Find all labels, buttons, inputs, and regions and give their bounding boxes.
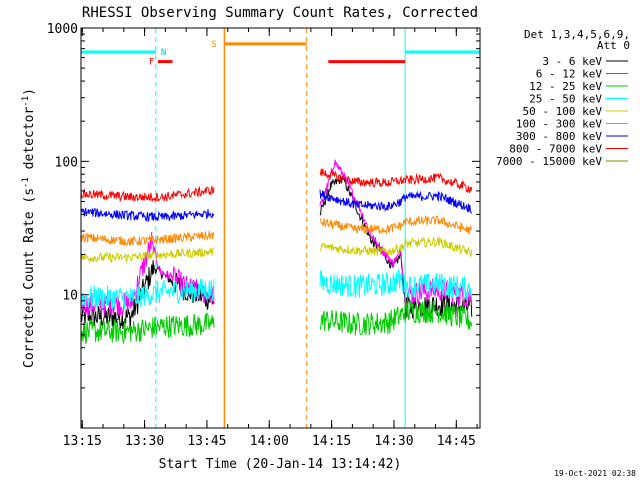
series-line-7-1 — [319, 168, 473, 194]
legend-header: Det 1,3,4,5,6,9, — [524, 28, 630, 41]
series-line-7-0 — [80, 185, 215, 203]
x-axis-label: Start Time (20-Jan-14 13:14:42) — [159, 457, 402, 472]
series-line-1-1 — [319, 159, 473, 308]
chart-title: RHESSI Observing Summary Count Rates, Co… — [82, 5, 478, 21]
legend-entry-label: 300 - 800 keV — [516, 130, 602, 143]
series-line-2-1 — [319, 299, 473, 336]
series-line-3-0 — [80, 278, 215, 310]
y-tick-label: 1000 — [47, 22, 78, 37]
y-axis-label-exp1: -1 — [21, 177, 31, 188]
flare-label: F — [149, 58, 154, 68]
series-line-5-0 — [80, 230, 215, 247]
series-line-6-0 — [80, 208, 215, 223]
y-axis-label-mid: detector — [22, 107, 37, 178]
y-axis-label-end: ) — [22, 88, 37, 96]
x-tick-label: 13:15 — [63, 434, 102, 449]
y-tick-label: 10 — [62, 289, 78, 304]
saa-label: S — [211, 40, 216, 50]
plot-frame — [80, 27, 481, 429]
series-line-3-1 — [319, 269, 473, 300]
x-tick-label: 14:45 — [437, 434, 476, 449]
legend-entry-label: 800 - 7000 keV — [509, 143, 602, 156]
legend-entry-label: 25 - 50 keV — [529, 93, 602, 106]
y-axis-label-exp2: -1 — [21, 96, 31, 107]
series-line-4-0 — [80, 247, 215, 264]
x-tick-label: 14:30 — [374, 434, 413, 449]
legend-entry-label: 7000 - 15000 keV — [496, 155, 602, 168]
legend-entry-label: 100 - 300 keV — [516, 118, 602, 131]
legend-entry-label: 3 - 6 keV — [542, 55, 602, 68]
y-axis-label: Corrected Count Rate (s-1 detector-1) — [21, 88, 37, 368]
legend-entry-label: 12 - 25 keV — [529, 80, 602, 93]
series-line-6-1 — [319, 189, 473, 214]
legend-header: Att 0 — [597, 39, 630, 52]
x-tick-label: 14:15 — [312, 434, 351, 449]
legend-entry-label: 6 - 12 keV — [536, 68, 603, 81]
legend-entry-label: 50 - 100 keV — [523, 105, 603, 118]
axis-ticks: 13:15 13:30 13:45 14:00 14:15 14:30 14:45 10 100… — [47, 22, 480, 449]
x-tick-label: 13:45 — [187, 434, 226, 449]
x-tick-label: 13:30 — [125, 434, 164, 449]
y-axis-label-start: Corrected Count Rate (s — [22, 188, 37, 368]
footer-timestamp: 19-Oct-2021 02:38 — [554, 469, 636, 478]
series-line-4-1 — [319, 236, 473, 257]
night-label: N — [161, 48, 166, 58]
x-tick-label: 14:00 — [250, 434, 289, 449]
y-tick-label: 100 — [55, 155, 78, 170]
plot-lines: N S F — [80, 28, 481, 428]
series-line-5-1 — [319, 215, 473, 235]
series-line-2-0 — [80, 312, 215, 345]
